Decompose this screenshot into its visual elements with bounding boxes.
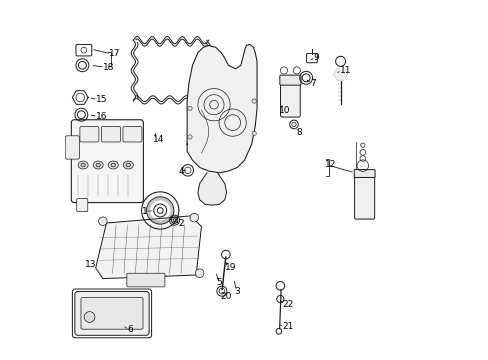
Text: 5: 5 [216, 278, 222, 287]
FancyBboxPatch shape [80, 127, 99, 142]
Ellipse shape [126, 163, 130, 167]
FancyBboxPatch shape [71, 120, 143, 203]
Text: 2: 2 [178, 219, 184, 228]
Circle shape [251, 99, 256, 103]
Circle shape [99, 217, 107, 226]
Ellipse shape [108, 161, 118, 169]
Text: 6: 6 [126, 325, 132, 334]
Polygon shape [96, 216, 201, 279]
Text: 21: 21 [282, 322, 293, 331]
Circle shape [195, 269, 203, 278]
Text: 22: 22 [282, 300, 293, 309]
Ellipse shape [81, 163, 85, 167]
FancyBboxPatch shape [122, 127, 142, 142]
Text: 1: 1 [142, 207, 148, 216]
Ellipse shape [96, 163, 100, 167]
Polygon shape [333, 69, 346, 80]
Ellipse shape [78, 161, 88, 169]
Text: 12: 12 [325, 161, 336, 170]
FancyBboxPatch shape [101, 127, 120, 142]
Polygon shape [187, 44, 257, 173]
Polygon shape [198, 173, 226, 205]
Text: 19: 19 [224, 264, 236, 273]
FancyBboxPatch shape [279, 75, 301, 85]
Text: 15: 15 [96, 95, 107, 104]
Text: 4: 4 [178, 167, 183, 176]
Text: 16: 16 [96, 112, 107, 121]
Text: 9: 9 [313, 53, 319, 62]
FancyBboxPatch shape [81, 298, 142, 329]
Text: 7: 7 [309, 79, 315, 88]
Circle shape [335, 56, 345, 66]
FancyBboxPatch shape [353, 170, 374, 177]
Ellipse shape [111, 163, 115, 167]
FancyBboxPatch shape [77, 199, 88, 212]
Text: 20: 20 [220, 292, 231, 301]
Text: 13: 13 [85, 260, 96, 269]
FancyBboxPatch shape [354, 173, 374, 219]
Text: 8: 8 [296, 128, 302, 137]
Ellipse shape [93, 161, 103, 169]
FancyBboxPatch shape [126, 273, 164, 287]
FancyBboxPatch shape [65, 136, 80, 159]
Circle shape [84, 312, 95, 322]
Text: 18: 18 [102, 63, 114, 72]
Text: 17: 17 [109, 49, 120, 58]
Circle shape [251, 131, 256, 135]
Text: 11: 11 [339, 66, 350, 75]
Ellipse shape [123, 161, 133, 169]
Text: 3: 3 [234, 287, 240, 296]
Circle shape [187, 135, 192, 139]
FancyBboxPatch shape [76, 293, 148, 334]
FancyBboxPatch shape [280, 80, 300, 117]
Circle shape [190, 213, 198, 222]
Text: 10: 10 [278, 105, 289, 114]
Circle shape [187, 106, 192, 111]
Text: 14: 14 [153, 135, 164, 144]
